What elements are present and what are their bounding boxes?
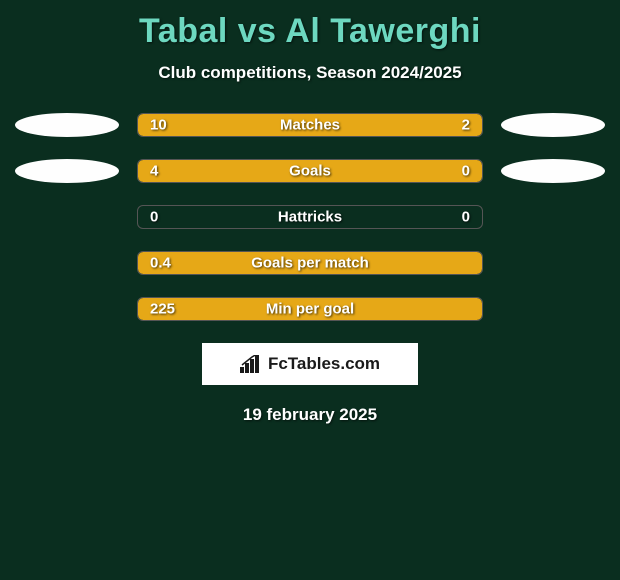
page-title: Tabal vs Al Tawerghi <box>0 0 620 51</box>
team-right-marker <box>501 113 605 137</box>
chart-icon <box>240 355 262 373</box>
stat-bar: 4 0 Goals <box>137 159 483 183</box>
comparison-chart: 10 2 Matches 4 0 Goals 0 0 Hattricks 0.4 Goals per… <box>0 113 620 321</box>
bar-segment-right <box>403 114 482 136</box>
date-label: 19 february 2025 <box>0 405 620 425</box>
bar-segment-left <box>138 114 403 136</box>
team-left-marker <box>15 113 119 137</box>
stat-row: 225 Min per goal <box>0 297 620 321</box>
subtitle: Club competitions, Season 2024/2025 <box>0 63 620 83</box>
team-left-marker <box>15 205 119 229</box>
stat-bar: 225 Min per goal <box>137 297 483 321</box>
team-right-marker <box>501 251 605 275</box>
value-right: 0 <box>462 163 470 180</box>
value-right: 2 <box>462 117 470 134</box>
team-left-marker <box>15 297 119 321</box>
value-right: 0 <box>462 209 470 226</box>
stat-bar: 0.4 Goals per match <box>137 251 483 275</box>
stat-row: 0 0 Hattricks <box>0 205 620 229</box>
stat-label: Min per goal <box>266 301 354 318</box>
stat-row: 10 2 Matches <box>0 113 620 137</box>
team-left-marker <box>15 251 119 275</box>
value-left: 4 <box>150 163 158 180</box>
team-right-marker <box>501 205 605 229</box>
stat-bar: 0 0 Hattricks <box>137 205 483 229</box>
stat-bar: 10 2 Matches <box>137 113 483 137</box>
stat-row: 0.4 Goals per match <box>0 251 620 275</box>
value-left: 0 <box>150 209 158 226</box>
logo-box: FcTables.com <box>202 343 418 385</box>
team-right-marker <box>501 159 605 183</box>
stat-label: Hattricks <box>278 209 342 226</box>
bar-segment-left <box>138 160 406 182</box>
value-left: 10 <box>150 117 167 134</box>
bar-segment-right <box>406 160 482 182</box>
team-right-marker <box>501 297 605 321</box>
value-left: 0.4 <box>150 255 171 272</box>
stat-label: Goals <box>289 163 331 180</box>
team-left-marker <box>15 159 119 183</box>
logo-text: FcTables.com <box>268 354 380 374</box>
stat-row: 4 0 Goals <box>0 159 620 183</box>
stat-label: Matches <box>280 117 340 134</box>
value-left: 225 <box>150 301 175 318</box>
stat-label: Goals per match <box>251 255 369 272</box>
